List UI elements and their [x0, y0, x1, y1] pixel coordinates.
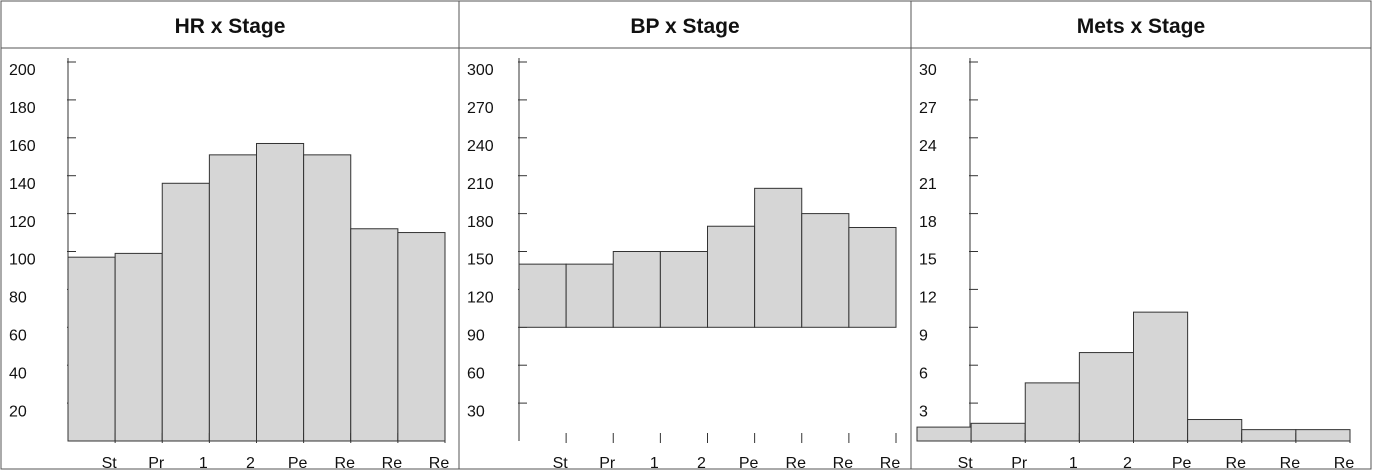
- y-tick-label: 27: [919, 100, 937, 117]
- y-tick-label: 6: [919, 365, 928, 382]
- y-tick-label: 100: [9, 252, 36, 269]
- x-tick-label: 2: [246, 455, 255, 470]
- bar: [1024, 382, 1080, 442]
- bar: [1133, 311, 1189, 442]
- chart-title: HR x Stage: [175, 15, 286, 38]
- x-tick-label: 2: [697, 455, 706, 470]
- bar: [161, 182, 210, 442]
- bar: [970, 422, 1026, 442]
- y-tick-label: 180: [9, 100, 36, 117]
- x-tick-label: Re: [335, 455, 356, 470]
- x-tick-label: Re: [880, 455, 901, 470]
- y-tick-label: 270: [467, 100, 494, 117]
- bar: [350, 228, 399, 442]
- y-tick-label: 80: [9, 290, 27, 307]
- y-tick-label: 300: [467, 62, 494, 79]
- bar: [208, 154, 257, 442]
- bar: [114, 252, 163, 442]
- bar: [659, 251, 708, 328]
- x-tick-label: St: [553, 455, 569, 470]
- x-tick-label: Pe: [739, 455, 759, 470]
- y-tick-label: 30: [467, 403, 485, 420]
- x-tick-label: Re: [1280, 455, 1301, 470]
- bar: [916, 426, 972, 442]
- y-tick-label: 40: [9, 365, 27, 382]
- x-tick-label: 1: [650, 455, 659, 470]
- x-tick-label: Re: [1334, 455, 1355, 470]
- y-tick-label: 30: [919, 62, 937, 79]
- y-tick-label: 18: [919, 214, 937, 231]
- x-tick-label: St: [102, 455, 118, 470]
- x-tick-label: 1: [199, 455, 208, 470]
- x-tick-label: 1: [1069, 455, 1078, 470]
- y-tick-label: 120: [467, 290, 494, 307]
- y-tick-label: 180: [467, 214, 494, 231]
- y-tick-label: 12: [919, 290, 937, 307]
- y-tick-label: 60: [9, 328, 27, 345]
- y-tick-label: 20: [9, 403, 27, 420]
- y-tick-label: 200: [9, 62, 36, 79]
- x-tick-label: Re: [833, 455, 854, 470]
- y-tick-label: 9: [919, 328, 928, 345]
- y-tick-label: 150: [467, 252, 494, 269]
- y-tick-label: 240: [467, 138, 494, 155]
- y-tick-label: 210: [467, 176, 494, 193]
- x-tick-label: Re: [786, 455, 807, 470]
- bar: [303, 154, 352, 442]
- bar: [256, 142, 305, 442]
- bar: [1295, 429, 1351, 442]
- x-tick-label: Pr: [599, 455, 616, 470]
- chart-title: BP x Stage: [630, 15, 739, 38]
- y-tick-label: 24: [919, 138, 937, 155]
- y-tick-label: 120: [9, 214, 36, 231]
- chart-title: Mets x Stage: [1077, 15, 1205, 38]
- x-tick-label: Pr: [1011, 455, 1028, 470]
- x-tick-label: 2: [1123, 455, 1132, 470]
- bar: [1078, 352, 1134, 442]
- x-tick-label: St: [958, 455, 974, 470]
- x-tick-label: Re: [382, 455, 403, 470]
- bar: [801, 213, 850, 328]
- y-tick-label: 60: [467, 365, 485, 382]
- x-tick-label: Pe: [1172, 455, 1192, 470]
- bar: [1187, 419, 1243, 442]
- bar: [707, 225, 756, 328]
- y-tick-label: 140: [9, 176, 36, 193]
- bar: [1241, 429, 1297, 442]
- x-tick-label: Pr: [148, 455, 165, 470]
- y-tick-label: 21: [919, 176, 937, 193]
- x-tick-label: Pe: [288, 455, 308, 470]
- y-tick-label: 15: [919, 252, 937, 269]
- x-tick-label: Re: [429, 455, 450, 470]
- bar: [518, 263, 567, 328]
- bar: [612, 251, 661, 328]
- bar: [565, 263, 614, 328]
- y-tick-label: 160: [9, 138, 36, 155]
- x-tick-label: Re: [1226, 455, 1247, 470]
- bar: [754, 187, 803, 328]
- y-tick-label: 90: [467, 328, 485, 345]
- y-tick-label: 3: [919, 403, 928, 420]
- bar: [848, 226, 897, 328]
- bar: [397, 232, 446, 442]
- bar: [67, 256, 116, 442]
